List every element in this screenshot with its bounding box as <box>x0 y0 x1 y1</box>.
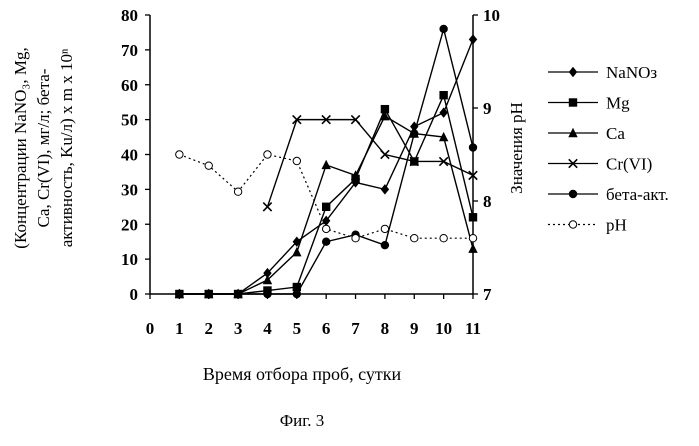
series-5-point <box>322 225 329 232</box>
series-1-point <box>322 203 330 211</box>
series-4-point <box>234 290 242 298</box>
series-5-point <box>352 235 359 242</box>
y2-axis-title: Значения pH <box>507 102 526 194</box>
legend-label-1: Mg <box>606 94 630 113</box>
x-tick-label: 9 <box>410 319 419 338</box>
legend-label-2: Ca <box>606 124 625 143</box>
axes-layer: 0 10 20 30 40 50 60 70 80 7 8 9 10 0 1 2 3 4 5 6 7 8 9 10 11 <box>121 6 500 338</box>
y-axis-title-line-2: Ca, Cr(VI), мг/л; бета- <box>34 68 53 227</box>
x-tick-label: 8 <box>381 319 390 338</box>
y-axis-title-line-3: активность, Ku/л) x m x 10ⁿ <box>57 48 76 247</box>
series-5-point <box>411 235 418 242</box>
series-2-point <box>321 160 330 169</box>
series-4-point <box>322 237 330 245</box>
series-5-point <box>264 151 271 158</box>
series-2-point <box>292 247 301 256</box>
series-1-line <box>179 95 473 294</box>
legend-label-3: Cr(VI) <box>606 155 652 174</box>
plot-layer <box>175 25 478 299</box>
series-5-point <box>469 235 476 242</box>
x-axis-title: Время отбора проб, сутки <box>203 364 402 384</box>
x-tick-label: 6 <box>322 319 331 338</box>
legend: NaNOз Mg Ca Cr(VI) бета-акт. pH <box>548 63 669 235</box>
series-5-point <box>205 162 212 169</box>
x-tick-label: 10 <box>435 319 452 338</box>
y-tick-label: 30 <box>121 180 138 199</box>
series-4-point <box>469 143 477 151</box>
series-1-point <box>469 213 477 221</box>
series-2-point <box>468 243 477 252</box>
x-tick-label: 1 <box>175 319 184 338</box>
x-tick-label: 7 <box>351 319 360 338</box>
series-4-point <box>263 290 271 298</box>
y2-tick-label: 10 <box>483 6 500 25</box>
series-1 <box>175 91 477 298</box>
x-tick-label: 3 <box>234 319 243 338</box>
y2-tick-label: 8 <box>483 192 492 211</box>
series-5-point <box>293 157 300 164</box>
series-4-point <box>175 290 183 298</box>
y-tick-label: 70 <box>121 41 138 60</box>
y2-tick-label: 9 <box>483 99 492 118</box>
series-0-point <box>469 34 477 44</box>
legend-marker-5 <box>569 221 576 228</box>
series-4-point <box>410 129 418 137</box>
y-tick-label: 20 <box>121 215 138 234</box>
series-5-point <box>234 188 241 195</box>
legend-label-0: NaNOз <box>606 63 657 82</box>
x-tick-label: 4 <box>263 319 272 338</box>
y2-tick-label: 7 <box>483 285 492 304</box>
legend-marker-1 <box>569 98 577 106</box>
series-0-point <box>381 184 389 194</box>
legend-marker-4 <box>569 190 577 198</box>
y-tick-label: 0 <box>130 285 139 304</box>
x-tick-label: 11 <box>465 319 481 338</box>
legend-label-4: бета-акт. <box>606 185 669 204</box>
figure-caption: Фиг. 3 <box>280 411 325 430</box>
series-5-point <box>176 151 183 158</box>
y-tick-label: 60 <box>121 76 138 95</box>
x-tick-label: 5 <box>293 319 302 338</box>
series-4-point <box>381 241 389 249</box>
series-5-point <box>381 225 388 232</box>
series-4-point <box>439 25 447 33</box>
series-1-point <box>439 91 447 99</box>
series-5-point <box>440 235 447 242</box>
legend-label-5: pH <box>606 216 627 235</box>
series-4-point <box>205 290 213 298</box>
y-tick-label: 10 <box>121 250 138 269</box>
y-tick-label: 50 <box>121 111 138 130</box>
x-tick-label: 0 <box>146 319 155 338</box>
legend-marker-0 <box>569 67 577 77</box>
y-axis-title: (Концентрации NaNO₃, Mg, Ca, Cr(VI), мг/… <box>11 47 76 248</box>
y-axis-title-line-1: (Концентрации NaNO₃, Mg, <box>11 47 30 248</box>
y-tick-label: 80 <box>121 6 138 25</box>
x-tick-label: 2 <box>204 319 213 338</box>
series-4-point <box>293 290 301 298</box>
y-tick-label: 40 <box>121 146 138 165</box>
series-3-point <box>263 203 271 211</box>
